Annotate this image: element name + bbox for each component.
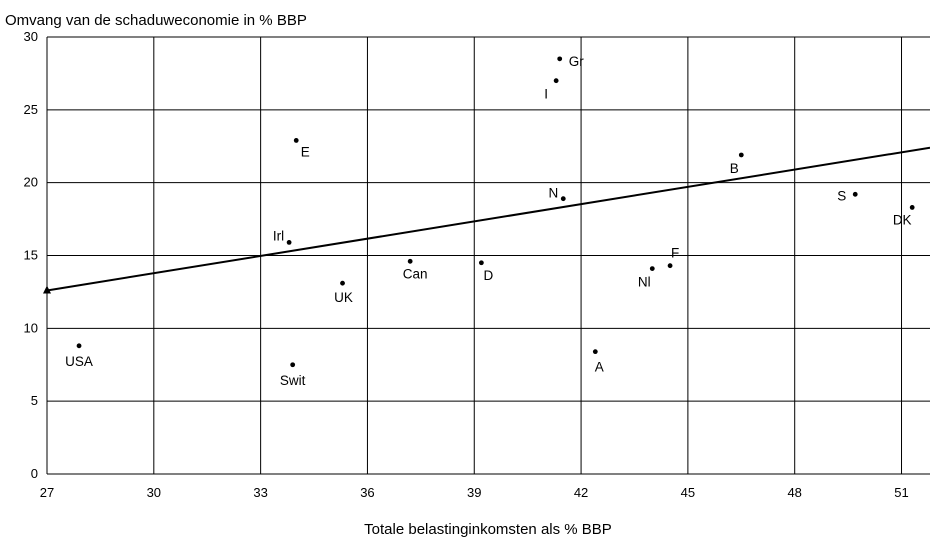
data-point xyxy=(407,258,413,264)
x-tick-label: 51 xyxy=(894,485,908,500)
point-label: D xyxy=(484,268,494,283)
point-label: A xyxy=(595,360,604,375)
point-label: USA xyxy=(65,354,93,369)
trend-line xyxy=(46,146,930,292)
y-tick-label: 30 xyxy=(24,29,38,44)
point-label: N xyxy=(549,186,559,201)
y-tick-label: 20 xyxy=(24,175,38,190)
x-tick-label: 48 xyxy=(787,485,801,500)
point-label: UK xyxy=(334,290,353,305)
data-point xyxy=(290,362,296,368)
data-point xyxy=(649,266,655,272)
point-label: DK xyxy=(893,212,912,227)
x-tick-label: 45 xyxy=(681,485,695,500)
trend-start-marker xyxy=(43,285,51,294)
x-tick-label: 30 xyxy=(147,485,161,500)
data-point xyxy=(553,78,559,84)
y-tick-label: 5 xyxy=(31,393,38,408)
point-label: S xyxy=(837,188,846,203)
point-label: Irl xyxy=(273,228,284,243)
data-point xyxy=(852,191,858,197)
point-label: I xyxy=(544,87,548,102)
x-tick-label: 27 xyxy=(40,485,54,500)
data-point xyxy=(592,349,598,355)
y-tick-label: 25 xyxy=(24,102,38,117)
data-point xyxy=(293,138,299,143)
data-point xyxy=(909,205,915,210)
y-axis-label: Omvang van de schaduweconomie in % BBP xyxy=(5,12,307,29)
point-label: Swit xyxy=(280,373,306,388)
x-tick-label: 36 xyxy=(360,485,374,500)
point-label: Can xyxy=(403,266,428,281)
data-point xyxy=(76,343,82,349)
data-point xyxy=(667,263,673,269)
trend-line-group xyxy=(43,146,930,294)
data-point xyxy=(478,260,484,266)
x-tick-label: 33 xyxy=(253,485,267,500)
grid-lines xyxy=(46,36,930,475)
y-tick-label: 0 xyxy=(31,466,38,481)
point-label: B xyxy=(730,161,739,176)
point-label: E xyxy=(301,144,310,159)
point-label: F xyxy=(671,246,679,261)
data-point xyxy=(557,56,563,62)
axis-tick-labels: 0 5 10 15 20 25 30 27 30 33 36 39 42 45 48 51 xyxy=(24,29,909,500)
x-tick-label: 39 xyxy=(467,485,481,500)
y-tick-label: 10 xyxy=(24,320,38,335)
x-axis-label: Totale belastinginkomsten als % BBP xyxy=(364,521,612,538)
data-point xyxy=(286,239,292,245)
data-point xyxy=(560,196,566,202)
data-points: USA Swit Irl E UK Can D I Gr N A Nl F B S DK xyxy=(65,54,915,388)
point-label: Gr xyxy=(569,54,585,69)
point-label: Nl xyxy=(638,275,651,290)
y-tick-label: 15 xyxy=(24,248,38,263)
data-point xyxy=(340,280,345,286)
data-point xyxy=(738,152,744,158)
x-tick-label: 42 xyxy=(574,485,588,500)
